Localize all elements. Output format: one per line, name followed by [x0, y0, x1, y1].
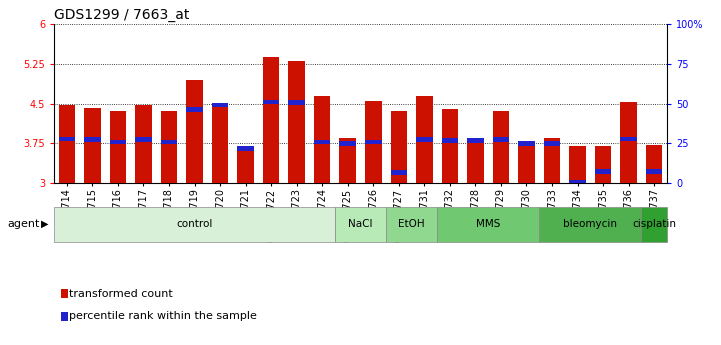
Bar: [386, 207, 437, 242]
Bar: [492, 111, 509, 183]
Text: bleomycin: bleomycin: [563, 219, 617, 229]
Bar: [263, 58, 280, 183]
Bar: [335, 207, 386, 242]
Bar: [467, 138, 484, 183]
Bar: [570, 180, 586, 185]
Bar: [539, 207, 642, 242]
Bar: [212, 105, 229, 183]
Text: NaCl: NaCl: [348, 219, 373, 229]
Bar: [340, 138, 356, 183]
Bar: [110, 111, 126, 183]
Bar: [642, 207, 667, 242]
Text: control: control: [177, 219, 213, 229]
Bar: [54, 207, 335, 242]
Bar: [135, 137, 151, 142]
Bar: [365, 140, 381, 145]
Bar: [646, 145, 663, 183]
Text: GDS1299 / 7663_at: GDS1299 / 7663_at: [54, 8, 190, 22]
Bar: [620, 137, 637, 141]
Bar: [441, 138, 458, 143]
Bar: [212, 103, 229, 108]
Bar: [595, 169, 611, 174]
Bar: [544, 141, 560, 146]
Bar: [518, 143, 535, 183]
Bar: [288, 100, 305, 105]
Bar: [391, 170, 407, 175]
Bar: [314, 96, 330, 183]
Bar: [492, 137, 509, 142]
Bar: [186, 108, 203, 112]
Bar: [391, 111, 407, 183]
Bar: [595, 146, 611, 183]
Bar: [237, 146, 254, 151]
Bar: [518, 141, 535, 146]
Text: EtOH: EtOH: [398, 219, 425, 229]
Bar: [110, 140, 126, 145]
Bar: [570, 146, 586, 183]
Text: ▶: ▶: [41, 219, 48, 229]
Bar: [340, 141, 356, 146]
Bar: [161, 140, 177, 145]
Bar: [416, 137, 433, 142]
Bar: [314, 140, 330, 145]
Text: cisplatin: cisplatin: [632, 219, 676, 229]
Bar: [84, 137, 101, 142]
Bar: [620, 102, 637, 183]
Bar: [237, 148, 254, 183]
Bar: [135, 105, 151, 183]
Bar: [161, 111, 177, 183]
Bar: [84, 108, 101, 183]
Bar: [365, 101, 381, 183]
Bar: [58, 105, 75, 183]
Text: agent: agent: [7, 219, 40, 229]
Bar: [467, 138, 484, 143]
Bar: [58, 137, 75, 141]
Bar: [288, 61, 305, 183]
Text: transformed count: transformed count: [68, 289, 172, 299]
Bar: [544, 138, 560, 183]
Bar: [416, 96, 433, 183]
Bar: [437, 207, 539, 242]
Bar: [646, 169, 663, 174]
Bar: [186, 80, 203, 183]
Bar: [441, 109, 458, 183]
Text: percentile rank within the sample: percentile rank within the sample: [68, 311, 257, 321]
Text: MMS: MMS: [476, 219, 500, 229]
Bar: [263, 100, 280, 104]
